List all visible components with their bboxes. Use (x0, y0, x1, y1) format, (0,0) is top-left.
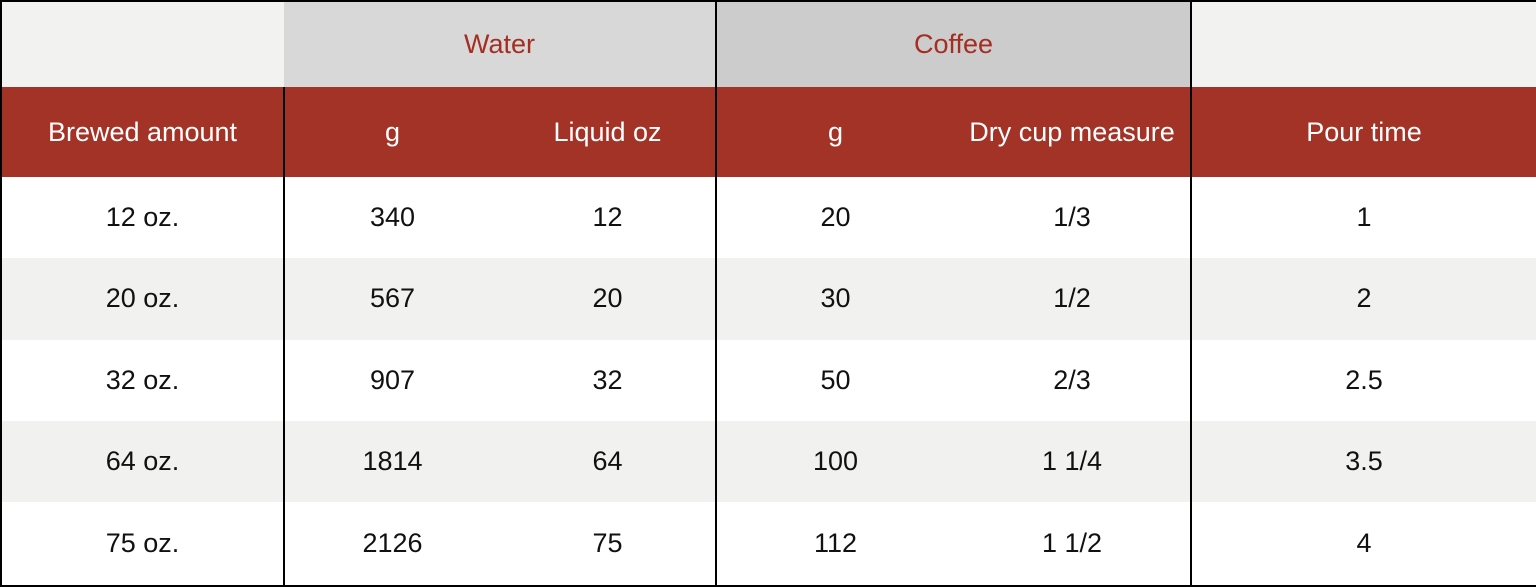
table-cell: 1/2 (1053, 283, 1091, 314)
table-cell: 1 1/2 (1041, 528, 1103, 559)
table-cell: 32 oz. (105, 364, 180, 395)
table-cell: 64 (592, 445, 623, 476)
table-cell: 12 (592, 202, 623, 233)
table-row: 75 oz. 2126 75 112 1 1/2 4 (1, 502, 1536, 586)
table-cell: 4 (1190, 502, 1536, 586)
table-row: 12 oz. 340 12 20 1/3 1 (1, 177, 1536, 259)
table-cell: 75 (592, 528, 623, 559)
table-cell: 1 1/4 (1041, 445, 1103, 476)
table-cell: 1814 (283, 420, 500, 503)
table-cell: 64 oz. (105, 445, 180, 476)
group-header-coffee: Coffee (715, 1, 1192, 87)
table-body: 12 oz. 340 12 20 1/3 1 20 oz. 567 20 30 1/2 2 32 oz.… (1, 177, 1536, 586)
table-cell: 567 (283, 258, 500, 340)
table-cell: 3.5 (1190, 420, 1536, 503)
table-cell: 20 (715, 177, 955, 259)
table-cell: 100 (715, 420, 955, 503)
column-header-pour-time: Pour time (1190, 87, 1536, 177)
table-cell: 20 (592, 283, 623, 314)
table-cell: 32 (592, 364, 623, 395)
table-row: 20 oz. 567 20 30 1/2 2 (1, 258, 1536, 340)
group-header-water: Water (284, 1, 717, 87)
table-cell: 30 (715, 258, 955, 340)
column-header-water-g: g (283, 87, 500, 177)
table-cell: 75 oz. (105, 528, 180, 559)
column-header-dry-cup-measure: Dry cup measure (954, 87, 1192, 177)
table-row: 32 oz. 907 32 50 2/3 2.5 (1, 339, 1536, 421)
table-cell: 1 (1190, 177, 1536, 259)
table-cell: 50 (715, 339, 955, 421)
column-header-row: Brewed amount g Liquid oz g Dry cup meas… (1, 87, 1536, 177)
table-cell: 340 (283, 177, 500, 259)
table-cell: 20 oz. (105, 283, 180, 314)
table-cell: 2 (1190, 258, 1536, 340)
column-header-coffee-g: g (715, 87, 955, 177)
column-header-liquid-oz: Liquid oz (500, 87, 717, 177)
table-cell: 907 (283, 339, 500, 421)
table-cell: 2.5 (1190, 339, 1536, 421)
table-cell: 2126 (283, 502, 500, 586)
table-cell: 2/3 (1053, 364, 1091, 395)
group-header-spacer-left (1, 1, 284, 87)
table-cell: 1/3 (1053, 202, 1091, 233)
group-header-spacer-right (1190, 1, 1536, 87)
table-cell: 112 (715, 502, 955, 586)
table-row: 64 oz. 1814 64 100 1 1/4 3.5 (1, 420, 1536, 503)
table-cell: 12 oz. (105, 202, 180, 233)
column-header-brewed-amount: Brewed amount (1, 87, 284, 177)
group-header-row: Water Coffee (1, 1, 1536, 87)
